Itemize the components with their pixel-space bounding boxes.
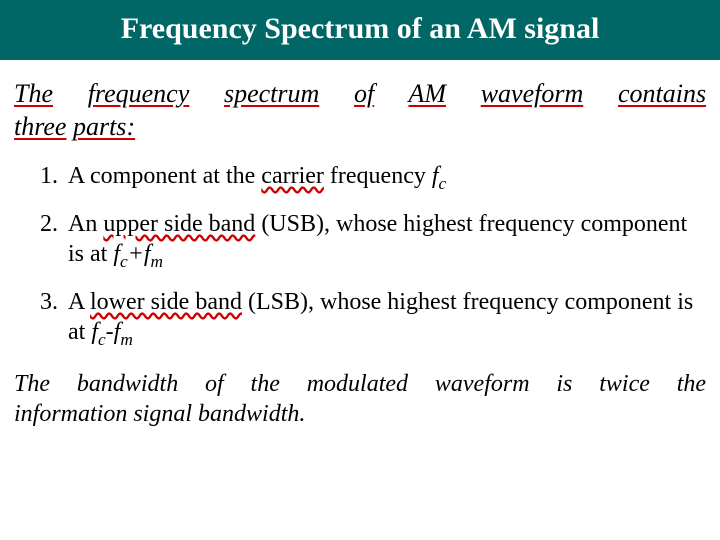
list-item: A component at the carrier frequency fc <box>40 161 706 209</box>
intro-word: contains <box>618 79 706 108</box>
intro-word: frequency <box>88 79 190 108</box>
slide-title-bar: Frequency Spectrum of an AM signal <box>0 0 720 60</box>
list-item: An upper side band (USB), whose highest … <box>40 209 706 287</box>
closing-word: the <box>677 371 706 397</box>
list-item: A lower side band (LSB), whose highest f… <box>40 287 706 365</box>
item-prefix: A <box>68 289 90 315</box>
intro-word: of <box>354 79 374 108</box>
intro-word: spectrum <box>224 79 319 108</box>
closing-line2: information signal bandwidth. <box>14 401 305 427</box>
formula: fc <box>432 163 446 189</box>
formula: fc+fm <box>113 241 163 267</box>
closing-word: bandwidth <box>77 371 178 397</box>
closing-word: The <box>14 371 50 397</box>
intro-word: waveform <box>481 79 584 108</box>
intro-word: parts <box>73 112 126 141</box>
item-underlined: upper side band <box>103 211 255 237</box>
closing-paragraph: The bandwidth of the modulated waveform … <box>0 365 720 429</box>
item-prefix: An <box>68 211 103 237</box>
slide-title: Frequency Spectrum of an AM signal <box>121 12 600 45</box>
item-underlined: carrier <box>261 163 324 189</box>
item-underlined: lower side band <box>90 289 242 315</box>
intro-paragraph: The frequency spectrum of AM waveform co… <box>0 60 720 143</box>
closing-word: waveform <box>435 371 530 397</box>
formula: fc-fm <box>91 319 132 345</box>
item-middle: frequency <box>324 163 432 189</box>
numbered-list: A component at the carrier frequency fc … <box>0 143 720 365</box>
intro-word: The <box>14 79 53 108</box>
intro-suffix: : <box>126 112 135 141</box>
closing-word: the <box>251 371 280 397</box>
closing-word: is <box>556 371 572 397</box>
closing-word: of <box>205 371 224 397</box>
closing-word: modulated <box>307 371 408 397</box>
intro-word: three <box>14 112 66 141</box>
closing-word: twice <box>599 371 650 397</box>
intro-word: AM <box>408 79 446 108</box>
item-prefix: A component at the <box>68 163 261 189</box>
